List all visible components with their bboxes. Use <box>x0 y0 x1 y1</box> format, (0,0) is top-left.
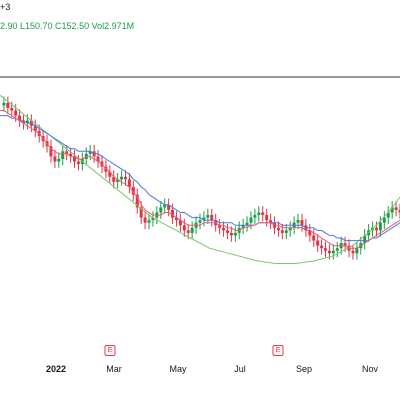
x-tick-label: Jul <box>234 364 246 374</box>
candle-body <box>112 176 116 182</box>
candle-body <box>280 230 284 233</box>
legend-change: +3 <box>0 2 11 12</box>
candle-body <box>308 230 312 236</box>
candle-body <box>331 250 335 254</box>
candle-body <box>382 217 386 223</box>
candle-body <box>206 215 210 218</box>
candle-body <box>22 120 26 124</box>
candle-body <box>53 156 57 162</box>
candlestick-series <box>2 96 400 260</box>
candle-body <box>57 158 61 162</box>
candle-body <box>120 176 124 180</box>
x-tick-label: Nov <box>361 364 379 374</box>
candle-body <box>123 176 127 180</box>
candle-body <box>320 245 324 249</box>
candle-body <box>265 215 269 221</box>
candle-body <box>300 220 304 226</box>
candle-body <box>127 179 131 187</box>
candle-body <box>316 240 320 246</box>
candle-body <box>245 222 249 226</box>
candle-body <box>151 217 155 221</box>
candle-body <box>390 207 394 213</box>
candle-body <box>198 220 202 223</box>
moving-average-fast <box>0 110 400 249</box>
candle-body <box>374 227 378 231</box>
candle-body <box>131 187 135 195</box>
candle-body <box>108 171 112 177</box>
candle-body <box>33 125 37 131</box>
candle-body <box>159 207 163 213</box>
candle-body <box>343 243 347 246</box>
candle-body <box>257 212 261 216</box>
candle-body <box>229 232 233 236</box>
candle-body <box>174 217 178 221</box>
candle-body <box>398 209 400 213</box>
candle-body <box>116 179 120 182</box>
candle-body <box>186 230 190 233</box>
candle-body <box>288 227 292 231</box>
candle-body <box>355 248 359 254</box>
x-tick-label: Sep <box>295 364 313 374</box>
candle-body <box>202 217 206 221</box>
candle-body <box>276 227 280 231</box>
candle-body <box>386 212 390 218</box>
candle-body <box>210 215 214 221</box>
candle-body <box>394 207 398 210</box>
candle-body <box>163 204 167 208</box>
candle-body <box>167 204 171 210</box>
candle-body <box>253 215 257 218</box>
chart-legend: +3 2.90 L150.70 C152.50 Vol2.971M <box>0 0 400 40</box>
candle-body <box>284 230 288 233</box>
candle-body <box>25 120 29 124</box>
candle-body <box>241 225 245 228</box>
candle-body <box>218 225 222 228</box>
candle-body <box>88 151 92 154</box>
candle-body <box>76 161 80 165</box>
candle-body <box>171 209 175 218</box>
candle-body <box>190 227 194 233</box>
candle-body <box>147 220 151 223</box>
candle-body <box>6 102 10 108</box>
x-tick-label: Mar <box>106 364 122 374</box>
candle-body <box>69 153 73 157</box>
candle-body <box>73 156 77 162</box>
candle-body <box>249 217 253 223</box>
candle-body <box>139 207 143 218</box>
x-tick-label: 2022 <box>45 364 67 374</box>
candle-body <box>261 212 265 216</box>
candle-body <box>10 107 14 111</box>
candle-body <box>323 248 327 251</box>
earnings-marker-icon[interactable]: E <box>104 345 116 356</box>
x-axis: 2022 Mar May Jul Sep Nov <box>0 357 400 400</box>
candle-body <box>178 220 182 226</box>
curve-fit-line <box>0 94 400 264</box>
candle-body <box>18 115 22 121</box>
candle-body <box>233 232 237 236</box>
earnings-marker-icon[interactable]: E <box>272 345 284 356</box>
candle-body <box>363 235 367 244</box>
candle-body <box>49 146 53 157</box>
candle-body <box>312 235 316 241</box>
candle-body <box>351 250 355 254</box>
candle-body <box>65 151 69 154</box>
candle-body <box>296 220 300 223</box>
candle-body <box>269 220 273 223</box>
candle-body <box>14 110 18 116</box>
candle-body <box>222 227 226 231</box>
candle-body <box>378 222 382 231</box>
candle-body <box>182 225 186 231</box>
candle-body <box>335 248 339 251</box>
x-tick-label: May <box>169 364 187 374</box>
candle-body <box>96 156 100 162</box>
moving-average-slow <box>0 115 400 242</box>
candle-body <box>61 151 65 159</box>
candle-body <box>225 230 229 233</box>
candle-body <box>135 194 139 208</box>
candle-body <box>2 102 6 106</box>
legend-ohlc-values: 2.90 L150.70 C152.50 Vol2.971M <box>0 21 135 31</box>
candle-body <box>143 217 147 223</box>
candle-body <box>327 250 331 254</box>
